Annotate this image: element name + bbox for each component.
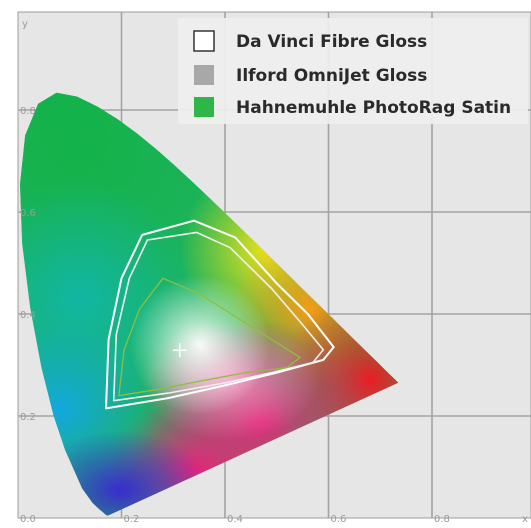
legend-label-ilford: Ilford OmniJet Gloss xyxy=(236,66,427,86)
x-tick-label-2: 0.4 xyxy=(227,514,243,525)
x-tick-label-0: 0.0 xyxy=(20,514,36,525)
y-axis-label: y xyxy=(22,19,28,30)
legend-item-ilford: Ilford OmniJet Gloss xyxy=(194,65,427,86)
legend-label-da-vinci: Da Vinci Fibre Gloss xyxy=(236,32,427,52)
x-tick-label-3: 0.6 xyxy=(331,514,347,525)
legend-swatch-ilford xyxy=(194,65,214,85)
legend-swatch-hahnemuhle xyxy=(194,97,214,117)
legend-item-hahnemuhle: Hahnemuhle PhotoRag Satin xyxy=(194,97,511,118)
y-tick-label-3: 0.8 xyxy=(20,106,36,117)
legend: Da Vinci Fibre Gloss Ilford OmniJet Glos… xyxy=(178,18,528,124)
white-point-marker xyxy=(172,343,187,358)
tick-labels: 0.0 0.2 0.4 0.6 0.8 0.2 0.4 0.6 0.8 xyxy=(20,106,450,525)
legend-label-hahnemuhle: Hahnemuhle PhotoRag Satin xyxy=(236,98,511,118)
legend-item-da-vinci: Da Vinci Fibre Gloss xyxy=(193,30,427,52)
x-tick-label-1: 0.2 xyxy=(124,514,140,525)
y-tick-label-0: 0.2 xyxy=(20,412,36,423)
legend-swatch-da-vinci xyxy=(193,30,215,52)
gamut-outline-2 xyxy=(118,277,301,397)
gamut-outlines xyxy=(105,219,335,410)
y-tick-label-2: 0.6 xyxy=(20,208,36,219)
legend-background xyxy=(178,18,528,124)
gamut-outline-0 xyxy=(105,219,335,410)
y-tick-label-1: 0.4 xyxy=(20,310,36,321)
x-tick-label-4: 0.8 xyxy=(434,514,450,525)
color-blend xyxy=(20,92,399,516)
gamut-outline-1 xyxy=(112,231,325,402)
x-axis-label: x xyxy=(522,514,528,525)
spectral-locus-region xyxy=(20,92,399,516)
